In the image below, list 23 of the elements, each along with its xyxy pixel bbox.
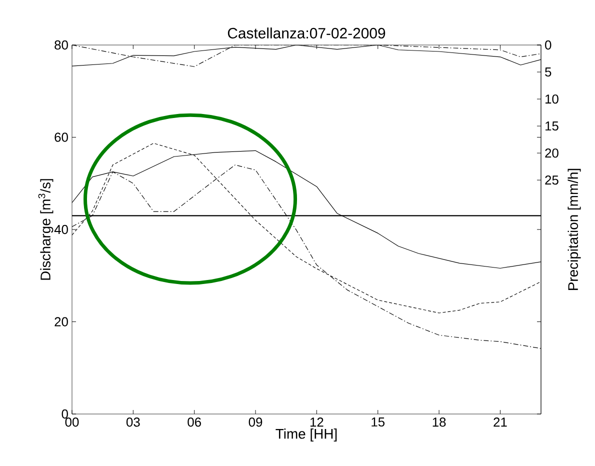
y-tick-label: 80 bbox=[54, 40, 68, 50]
y2-tick-label: 20 bbox=[545, 148, 558, 158]
y2-tick-label: 0 bbox=[545, 40, 552, 50]
y2-tick-label: 5 bbox=[545, 68, 552, 77]
x-tick-label: 06 bbox=[188, 418, 201, 427]
x-tick-label: 15 bbox=[372, 418, 385, 427]
y2-tick-label: 10 bbox=[546, 94, 558, 104]
y-tick-label: 20 bbox=[54, 317, 68, 326]
y2-tick-label: 15 bbox=[546, 122, 558, 131]
y-axis-title: Discharge [m$^{3}$/s] bbox=[38, 179, 54, 280]
y-tick-label: 0 bbox=[62, 409, 68, 419]
x-tick-label: 00 bbox=[65, 418, 79, 427]
y2-axis-title: Precipitation [mm/h] bbox=[568, 168, 581, 290]
chart-title: Castellanza:07-02-2009 bbox=[228, 28, 386, 38]
x-tick-label: 18 bbox=[432, 418, 446, 427]
x-tick-label: 03 bbox=[126, 418, 140, 427]
y2-tick-label: 25 bbox=[545, 175, 558, 185]
x-axis-title: Time [HH] bbox=[276, 428, 337, 442]
x-tick-label: 21 bbox=[494, 418, 507, 427]
y-tick-label: 40 bbox=[54, 224, 68, 234]
x-tick-label: 09 bbox=[248, 418, 262, 427]
y-tick-label: 60 bbox=[54, 132, 68, 142]
x-tick-label: 12 bbox=[310, 418, 324, 427]
